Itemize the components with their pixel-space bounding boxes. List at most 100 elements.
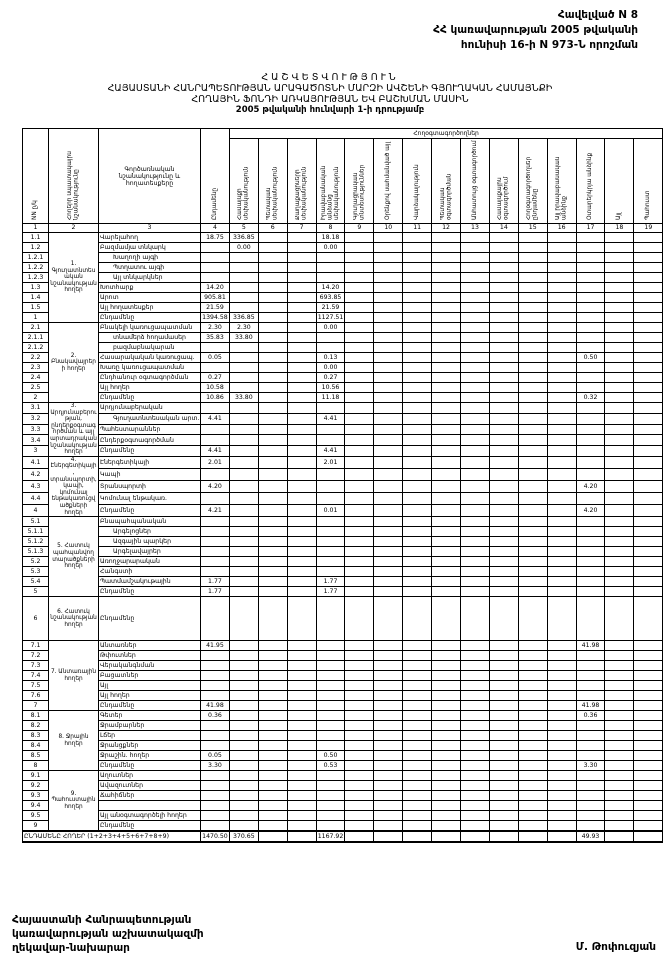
value-cell: 18.18 xyxy=(315,232,346,243)
table-row: 5.4 Պատմամշակութային 1.77 1.77 xyxy=(22,576,664,588)
value-cell xyxy=(546,780,577,792)
value-cell xyxy=(517,546,548,558)
value-cell xyxy=(315,526,346,538)
value-cell xyxy=(431,760,462,772)
land-type: Խոտհարք xyxy=(98,282,201,293)
value-cell: 41.98 xyxy=(575,700,606,712)
row-number: 3.4 xyxy=(22,434,49,446)
value-cell xyxy=(460,670,490,682)
total-row: ԸՆԴԱՄԵՆԸ ՀՈՂԵՐ (1+2+3+4+5+6+7+8+9) 1470.5… xyxy=(22,830,664,844)
value-cell xyxy=(517,282,548,293)
value-cell xyxy=(546,546,577,558)
value-cell xyxy=(402,556,433,568)
value-cell xyxy=(546,467,577,481)
value-cell xyxy=(633,820,664,832)
value-cell xyxy=(604,720,635,732)
value-cell xyxy=(373,352,404,363)
value-cell xyxy=(200,650,230,662)
header-function-label: Գործառնական նշանակությունը և հողատեսքերը xyxy=(118,165,181,187)
value-cell xyxy=(402,392,433,403)
header-row: Համայնքի սեփականություն Պետական սեփականու… xyxy=(23,138,664,224)
value-cell xyxy=(604,503,635,518)
land-type: Ընդամենը xyxy=(98,760,201,772)
value-cell xyxy=(431,640,462,652)
value-cell xyxy=(286,445,317,457)
value-cell xyxy=(200,491,230,506)
value-cell xyxy=(488,362,519,373)
value-cell xyxy=(546,750,577,762)
value-cell xyxy=(373,362,404,373)
table-row: 3.1 3. Արդյունաբերության, ընդերքօգտագործմ… xyxy=(22,402,664,457)
value-cell xyxy=(373,503,404,518)
row-number: 9.1 xyxy=(22,770,49,782)
value-cell xyxy=(488,800,519,812)
value-cell xyxy=(604,700,635,712)
value-cell xyxy=(604,586,635,598)
value-cell xyxy=(546,272,577,283)
value-cell xyxy=(488,650,519,662)
value-cell xyxy=(431,690,462,702)
value-cell xyxy=(460,282,490,293)
value-cell xyxy=(460,800,490,812)
value-cell xyxy=(402,302,433,313)
value-cell xyxy=(228,272,259,283)
value-cell xyxy=(286,252,317,263)
value-cell xyxy=(517,292,548,303)
value-cell xyxy=(257,690,288,702)
value-cell xyxy=(460,332,490,343)
title-heading: ՀԱՇՎԵՏՎՈՒԹՅՈՒՆ xyxy=(261,72,399,83)
value-cell: 0.50 xyxy=(575,352,606,363)
value-cell xyxy=(460,780,490,792)
row-number: 1.2 xyxy=(22,242,49,253)
value-cell xyxy=(517,402,548,414)
value-cell xyxy=(344,322,375,333)
value-cell xyxy=(344,750,375,762)
value-cell: 4.20 xyxy=(575,479,606,493)
value-cell xyxy=(315,556,346,568)
value-cell xyxy=(344,282,375,293)
value-cell xyxy=(344,392,375,403)
value-cell xyxy=(517,720,548,732)
value-cell xyxy=(431,596,462,642)
value-cell xyxy=(257,262,288,273)
value-cell xyxy=(517,700,548,712)
value-cell xyxy=(373,760,404,772)
value-cell xyxy=(200,820,230,832)
value-cell xyxy=(257,536,288,548)
signatory-line: Հայաստանի Հանրապետության xyxy=(12,914,192,926)
column-number: 4 xyxy=(200,223,230,233)
value-cell xyxy=(604,730,635,742)
value-cell xyxy=(315,342,346,353)
value-cell xyxy=(228,810,259,822)
value-cell xyxy=(517,586,548,598)
row-number: 8.1 xyxy=(22,710,49,722)
value-cell: 21.59 xyxy=(200,302,230,313)
value-cell xyxy=(228,412,259,425)
value-cell xyxy=(460,660,490,672)
approval-line: ՀՀ կառավարության 2005 թվականի xyxy=(433,24,638,36)
table-row: 5.1.2 Ազգային պարկեր xyxy=(22,536,664,548)
value-cell xyxy=(604,526,635,538)
row-number: 7.5 xyxy=(22,680,49,692)
value-cell xyxy=(344,576,375,588)
value-cell xyxy=(633,780,664,792)
value-cell xyxy=(315,536,346,548)
value-cell xyxy=(344,820,375,832)
value-cell xyxy=(517,479,548,493)
value-cell xyxy=(373,820,404,832)
value-cell xyxy=(431,252,462,263)
value-cell xyxy=(344,690,375,702)
value-cell xyxy=(431,479,462,493)
value-cell xyxy=(373,810,404,822)
value-cell xyxy=(373,720,404,732)
value-cell xyxy=(286,392,317,403)
value-cell xyxy=(488,750,519,762)
value-cell xyxy=(546,362,577,373)
total-value xyxy=(604,830,635,844)
value-cell xyxy=(546,526,577,538)
table-row: 5.1 5. Հատուկ պահպանվող տարածքների հողեր Բ… xyxy=(22,516,664,598)
value-cell xyxy=(604,576,635,588)
value-cell xyxy=(517,730,548,742)
table-row: 4.2 Կապի xyxy=(22,467,664,481)
value-cell xyxy=(344,650,375,662)
